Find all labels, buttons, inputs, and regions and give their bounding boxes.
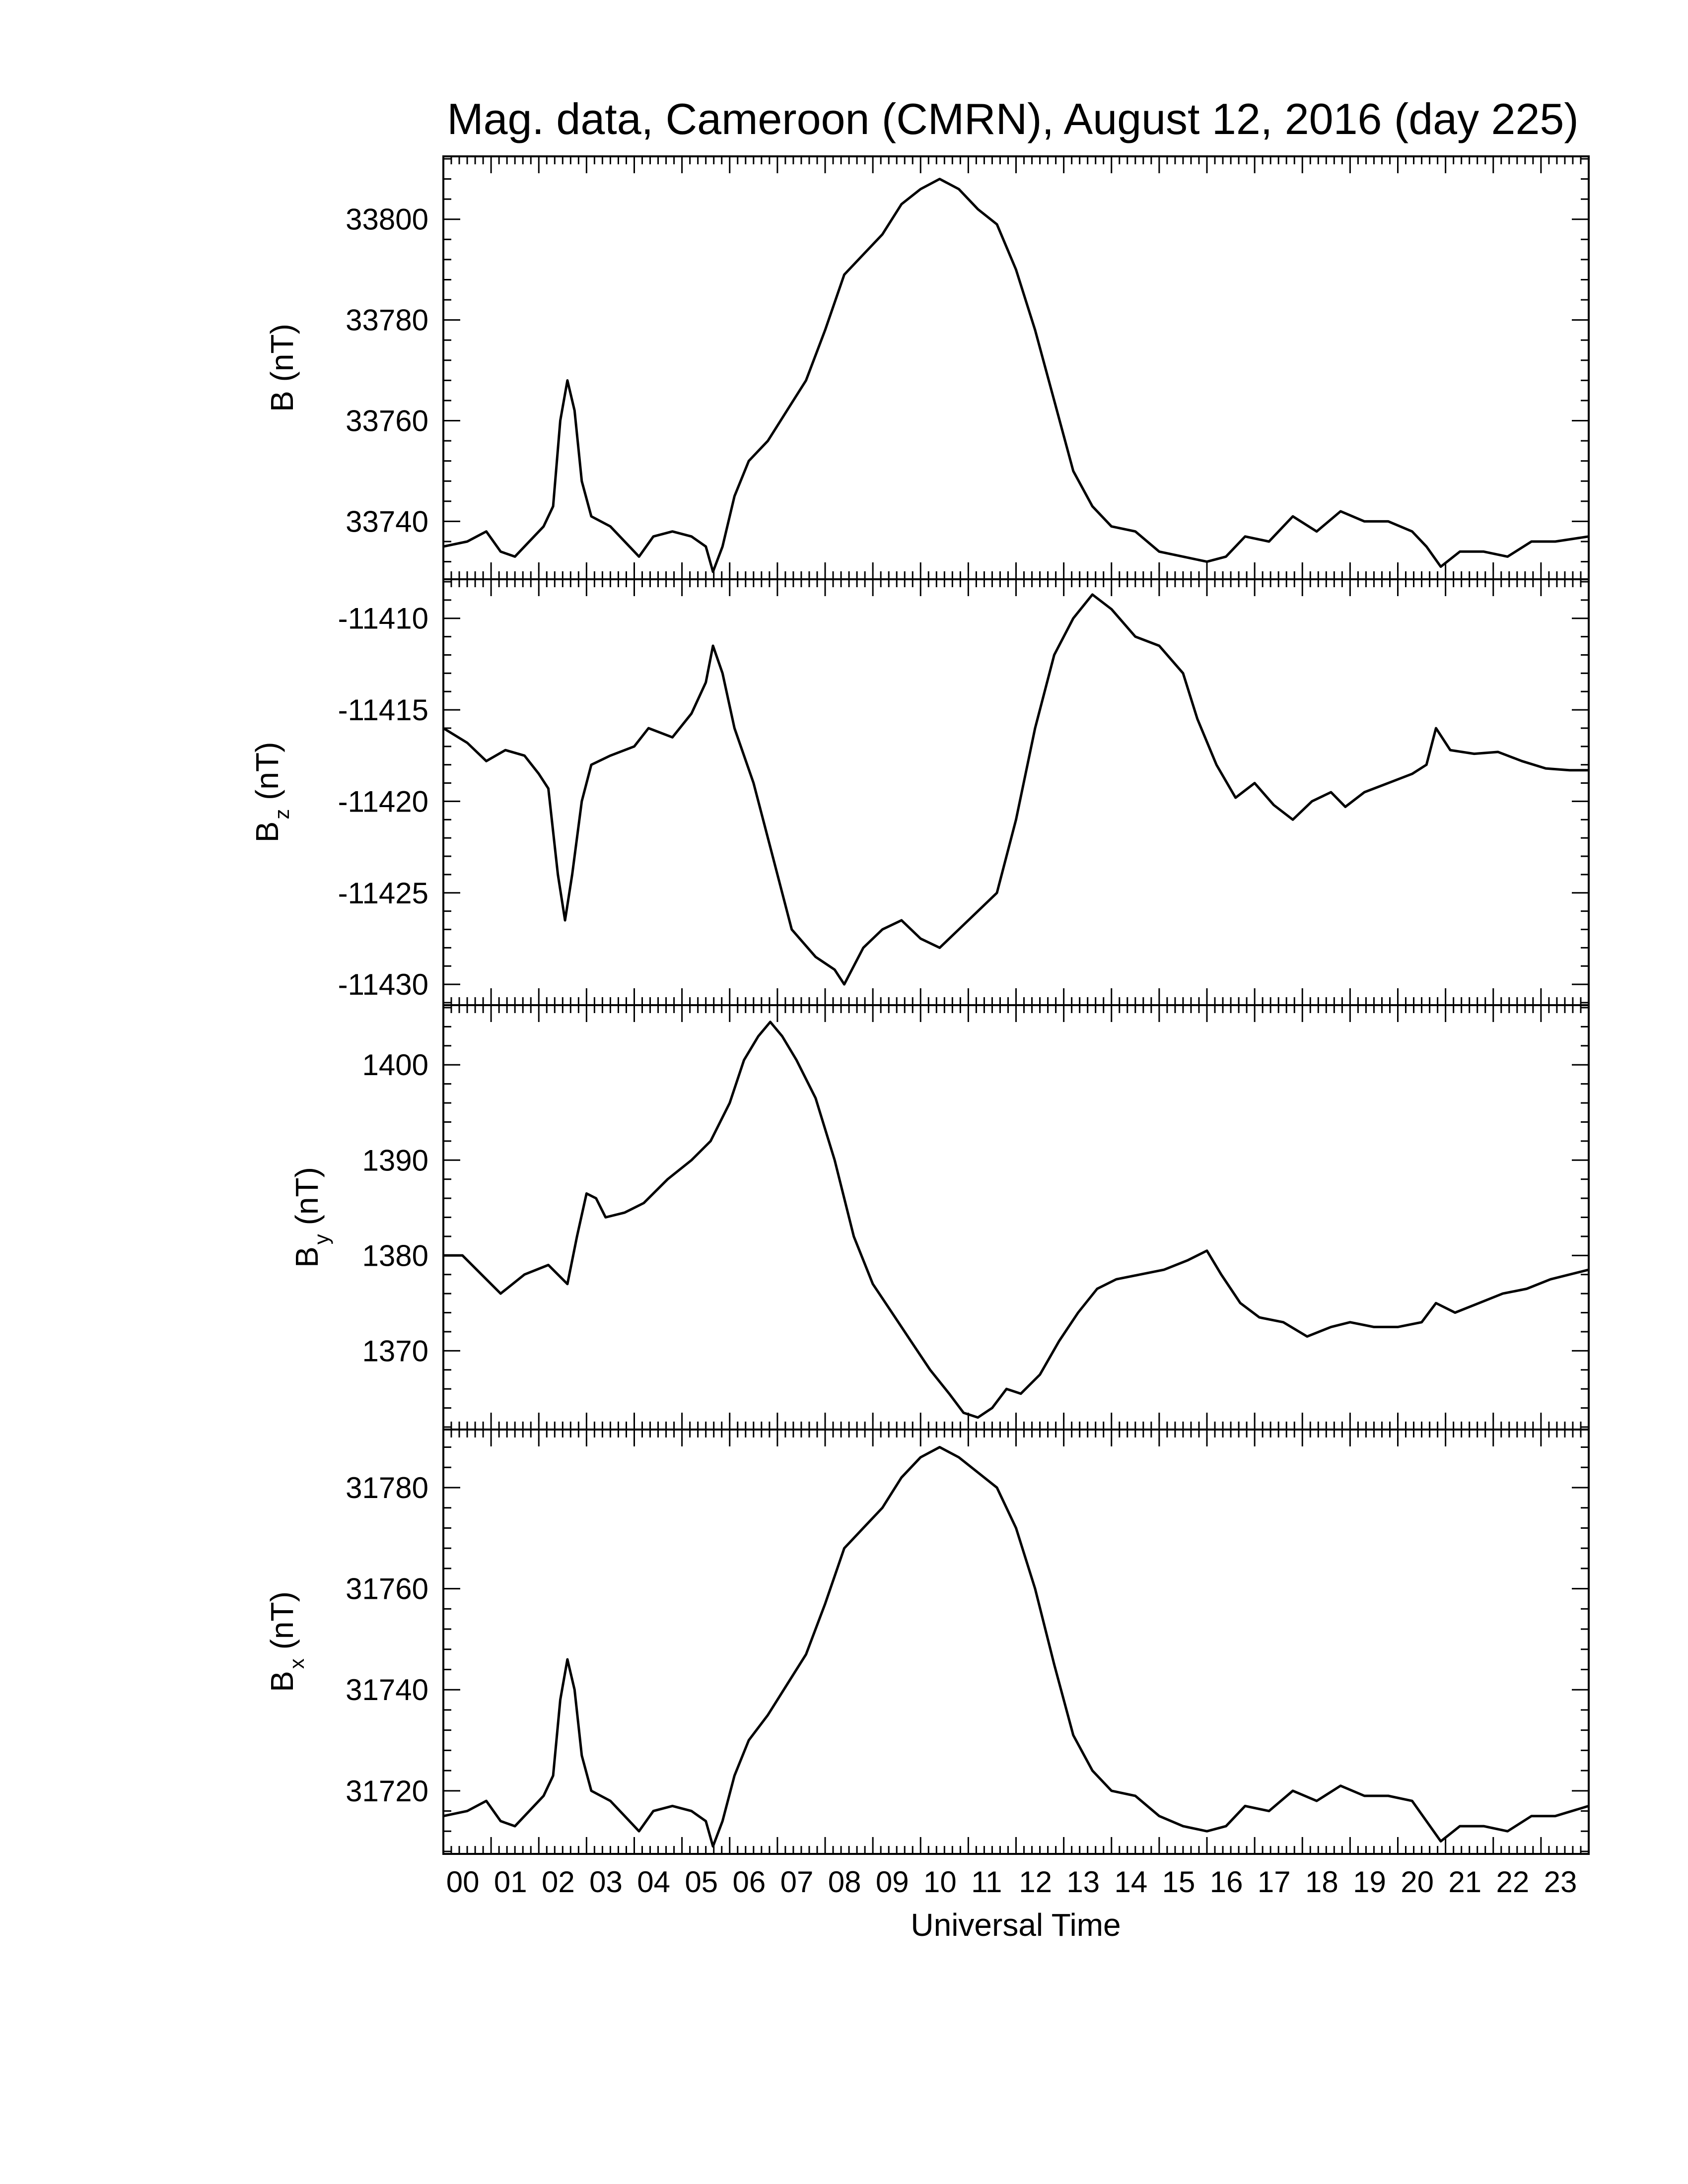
x-tick-label: 02: [542, 1865, 575, 1899]
x-tick-label: 06: [733, 1865, 766, 1899]
x-tick-label: 05: [685, 1865, 718, 1899]
y-tick-label: 33760: [346, 405, 428, 438]
panel-frame: [442, 155, 1590, 580]
series-line: [442, 593, 1589, 986]
x-tick-label: 03: [589, 1865, 623, 1899]
y-axis-label: Bx (nT): [264, 1591, 308, 1692]
panel-2: -11430 -11425 -11420 -11415 -11410 Bz (nT): [249, 578, 1590, 1006]
y-tick-label: -11430: [338, 968, 428, 1001]
y-tick-label: 33740: [346, 505, 428, 538]
y-tick-label: -11420: [338, 785, 428, 818]
x-tick-label: 17: [1258, 1865, 1291, 1899]
panel-frame: [442, 578, 1590, 1006]
x-tick-label: 00: [446, 1865, 480, 1899]
y-axis-label: Bz (nT): [249, 742, 293, 843]
x-tick-label: 12: [1019, 1865, 1052, 1899]
panel-frame: [442, 1004, 1590, 1431]
y-tick-label: -11425: [338, 877, 428, 910]
chart-title: Mag. data, Cameroon (CMRN), August 12, 2…: [447, 94, 1578, 143]
x-tick-label: 19: [1353, 1865, 1386, 1899]
x-tick-label: 01: [494, 1865, 527, 1899]
panel-frame: [442, 1429, 1590, 1855]
y-tick-label: -11415: [338, 693, 428, 727]
series-line: [443, 178, 1589, 573]
panel-3: 1370 1380 1390 1400 By (nT): [289, 1004, 1590, 1431]
y-tick-label: 31780: [346, 1471, 428, 1504]
x-tick-label: 10: [923, 1865, 957, 1899]
panel-4: 31720 31740 31760 31780 Bx (nT): [264, 1429, 1590, 1855]
y-tick-label: 31720: [346, 1774, 428, 1808]
x-tick-label: 11: [971, 1865, 1002, 1899]
series-line: [443, 1446, 1589, 1848]
y-tick-label: 31740: [346, 1673, 428, 1706]
x-tick-label: 14: [1115, 1865, 1148, 1899]
y-tick-label: 1390: [362, 1144, 428, 1177]
x-tick-label: 23: [1544, 1865, 1577, 1899]
y-tick-label: -11410: [338, 602, 428, 635]
x-tick-label: 18: [1305, 1865, 1338, 1899]
x-tick-label: 22: [1496, 1865, 1530, 1899]
x-tick-label: 07: [780, 1865, 814, 1899]
x-tick-label: 15: [1162, 1865, 1196, 1899]
y-axis-label: B (nT): [264, 324, 300, 412]
x-tick-label: 09: [876, 1865, 909, 1899]
x-axis-label: Universal Time: [911, 1907, 1121, 1943]
y-tick-label: 33780: [346, 304, 428, 337]
x-tick-label: 13: [1066, 1865, 1100, 1899]
x-tick-label: 21: [1448, 1865, 1481, 1899]
x-tick-label: 04: [637, 1865, 670, 1899]
y-tick-label: 1400: [362, 1048, 428, 1082]
panel-1: 33740 33760 33780 33800 B (nT): [264, 155, 1590, 580]
y-tick-label: 33800: [346, 203, 428, 236]
x-axis-tick-labels: 00 01 02 03 04 05 06 07 08 09 10 11 12 13 14 15 16 17 18 19…: [446, 1865, 1577, 1899]
y-tick-label: 1380: [362, 1239, 428, 1272]
x-tick-label: 08: [828, 1865, 861, 1899]
y-tick-label: 1370: [362, 1334, 428, 1367]
y-tick-label: 31760: [346, 1572, 428, 1606]
series-line: [443, 1021, 1589, 1419]
y-axis-label: By (nT): [289, 1167, 333, 1268]
x-tick-label: 20: [1401, 1865, 1434, 1899]
x-tick-label: 16: [1210, 1865, 1243, 1899]
